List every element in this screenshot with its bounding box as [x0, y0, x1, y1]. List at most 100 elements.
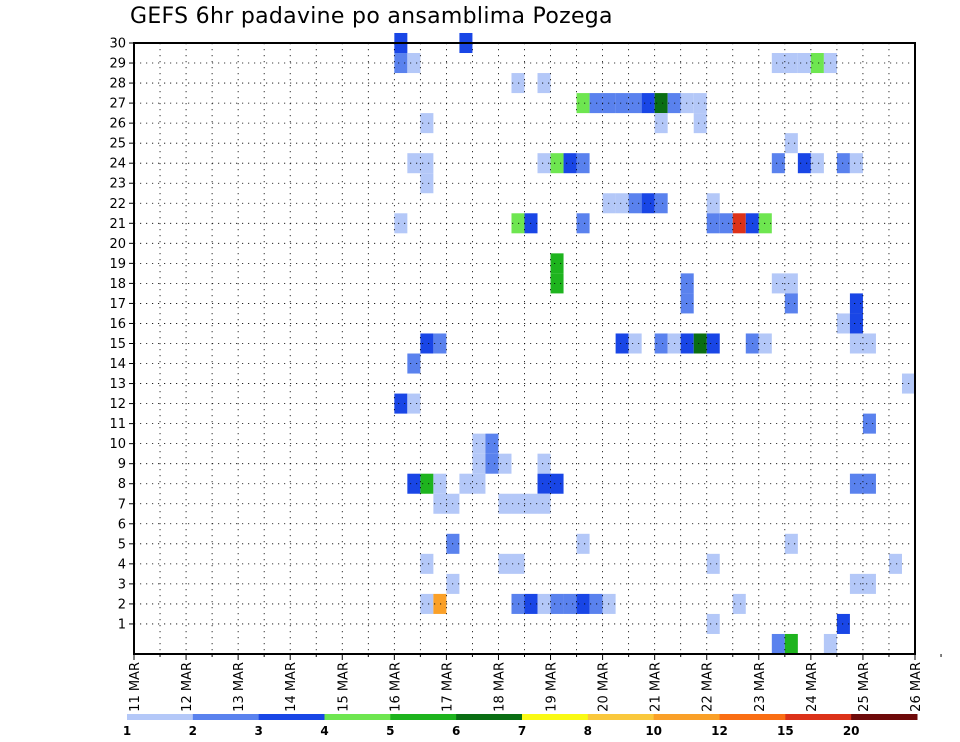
x-tick-label: 26 MAR	[909, 662, 924, 712]
heatmap-cell	[394, 213, 408, 234]
x-tick-label: 19 MAR	[545, 662, 560, 712]
heatmap-cell	[550, 273, 564, 294]
heatmap-cell	[511, 553, 525, 574]
heatmap-cell	[641, 193, 655, 214]
heatmap-cell	[771, 633, 785, 654]
colorbar-swatch	[587, 714, 655, 720]
colorbar-swatch	[719, 714, 786, 720]
heatmap-cell	[706, 613, 720, 634]
heatmap-cell	[472, 453, 486, 474]
heatmap-cell	[849, 573, 863, 594]
x-tick-label: 13 MAR	[232, 662, 247, 712]
heatmap-cell	[550, 473, 564, 494]
heatmap-cell	[498, 493, 512, 514]
heatmap-cell	[433, 493, 447, 514]
heatmap-cell	[615, 93, 629, 114]
x-tick-label: 17 MAR	[440, 662, 455, 712]
colorbar-swatch	[192, 714, 260, 720]
x-tick-label: 14 MAR	[284, 662, 299, 712]
x-tick-label: 15 MAR	[336, 662, 351, 712]
y-tick-label: 15	[109, 337, 126, 352]
heatmap-cell	[576, 593, 590, 614]
heatmap-cell	[706, 333, 720, 354]
heatmap-cell	[433, 333, 447, 354]
x-tick-label: 18 MAR	[492, 662, 507, 712]
colorbar-swatch	[456, 714, 523, 720]
heatmap-cell	[706, 193, 720, 214]
y-tick-label: 21	[109, 217, 126, 232]
heatmap-cell	[472, 473, 486, 494]
y-tick-label: 30	[109, 37, 126, 52]
heatmap-cell	[797, 153, 811, 174]
heatmap-cell	[784, 533, 798, 554]
heatmap-cell	[420, 593, 434, 614]
heatmap-cell	[758, 333, 772, 354]
colorbar-label: 12	[711, 724, 728, 738]
heatmap-cell	[836, 313, 850, 334]
heatmap-cell	[511, 493, 525, 514]
x-tick-label: 20 MAR	[597, 662, 612, 712]
heatmap-cell	[433, 473, 447, 494]
colorbar-legend: 1 2 3 4 5 6 7 8 10 12 15 20	[123, 714, 918, 738]
y-tick-label: 1	[118, 617, 126, 632]
heatmap-cell	[485, 453, 499, 474]
heatmap-cell	[836, 153, 850, 174]
heatmap-cell	[732, 213, 746, 234]
heatmap-cell	[615, 333, 629, 354]
heatmap-cell	[407, 353, 421, 374]
heatmap-cell	[680, 333, 694, 354]
y-tick-label: 12	[109, 397, 126, 412]
y-tick-label: 16	[109, 317, 126, 332]
heatmap-cell	[836, 613, 850, 634]
heatmap-cell	[784, 133, 798, 154]
y-tick-label: 19	[109, 257, 126, 272]
heatmap-cell	[810, 53, 824, 74]
colorbar-label: 1	[123, 724, 131, 738]
heatmap-cell	[784, 293, 798, 314]
heatmap-cell	[576, 153, 590, 174]
heatmap-cells	[394, 32, 915, 654]
colorbar-swatch	[522, 714, 589, 720]
heatmap-cell	[810, 153, 824, 174]
heatmap-cell	[407, 53, 421, 74]
heatmap-cell	[784, 633, 798, 654]
x-tick-label: 11 MAR	[128, 662, 143, 712]
heatmap-cell	[576, 213, 590, 234]
heatmap-cell	[420, 553, 434, 574]
heatmap-cell	[394, 53, 408, 74]
x-tick-label: 22 MAR	[701, 662, 716, 712]
heatmap-cell	[654, 333, 668, 354]
heatmap-cell	[823, 633, 837, 654]
heatmap-cell	[537, 593, 551, 614]
heatmap-cell	[849, 313, 863, 334]
y-tick-label: 2	[118, 597, 126, 612]
y-tick-label: 20	[109, 237, 126, 252]
heatmap-cell	[654, 93, 668, 114]
heatmap-cell	[849, 473, 863, 494]
colorbar-label: 5	[386, 724, 394, 738]
heatmap-cell	[641, 93, 655, 114]
y-tick-label: 4	[118, 557, 126, 572]
chart-title: GEFS 6hr padavine po ansamblima Pozega	[130, 4, 613, 29]
heatmap-cell	[563, 593, 577, 614]
colorbar-label: 4	[320, 724, 328, 738]
heatmap-cell	[862, 473, 876, 494]
heatmap-cell	[511, 213, 525, 234]
x-tick-label: 21 MAR	[649, 662, 664, 712]
heatmap-cell	[576, 93, 590, 114]
heatmap-cell	[563, 153, 577, 174]
y-tick-label: 13	[109, 377, 126, 392]
y-tick-label: 17	[109, 297, 126, 312]
heatmap-cell	[420, 113, 434, 134]
heatmap-cell	[771, 273, 785, 294]
heatmap-cell	[498, 553, 512, 574]
heatmap-cell	[628, 333, 642, 354]
colorbar-label: 10	[645, 724, 662, 738]
heatmap-cell	[706, 553, 720, 574]
heatmap-cell	[511, 593, 525, 614]
y-tick-label: 26	[109, 117, 126, 132]
heatmap-cell	[784, 53, 798, 74]
colorbar-label: 8	[584, 724, 592, 738]
colorbar-label: 2	[189, 724, 197, 738]
heatmap-cell	[628, 193, 642, 214]
